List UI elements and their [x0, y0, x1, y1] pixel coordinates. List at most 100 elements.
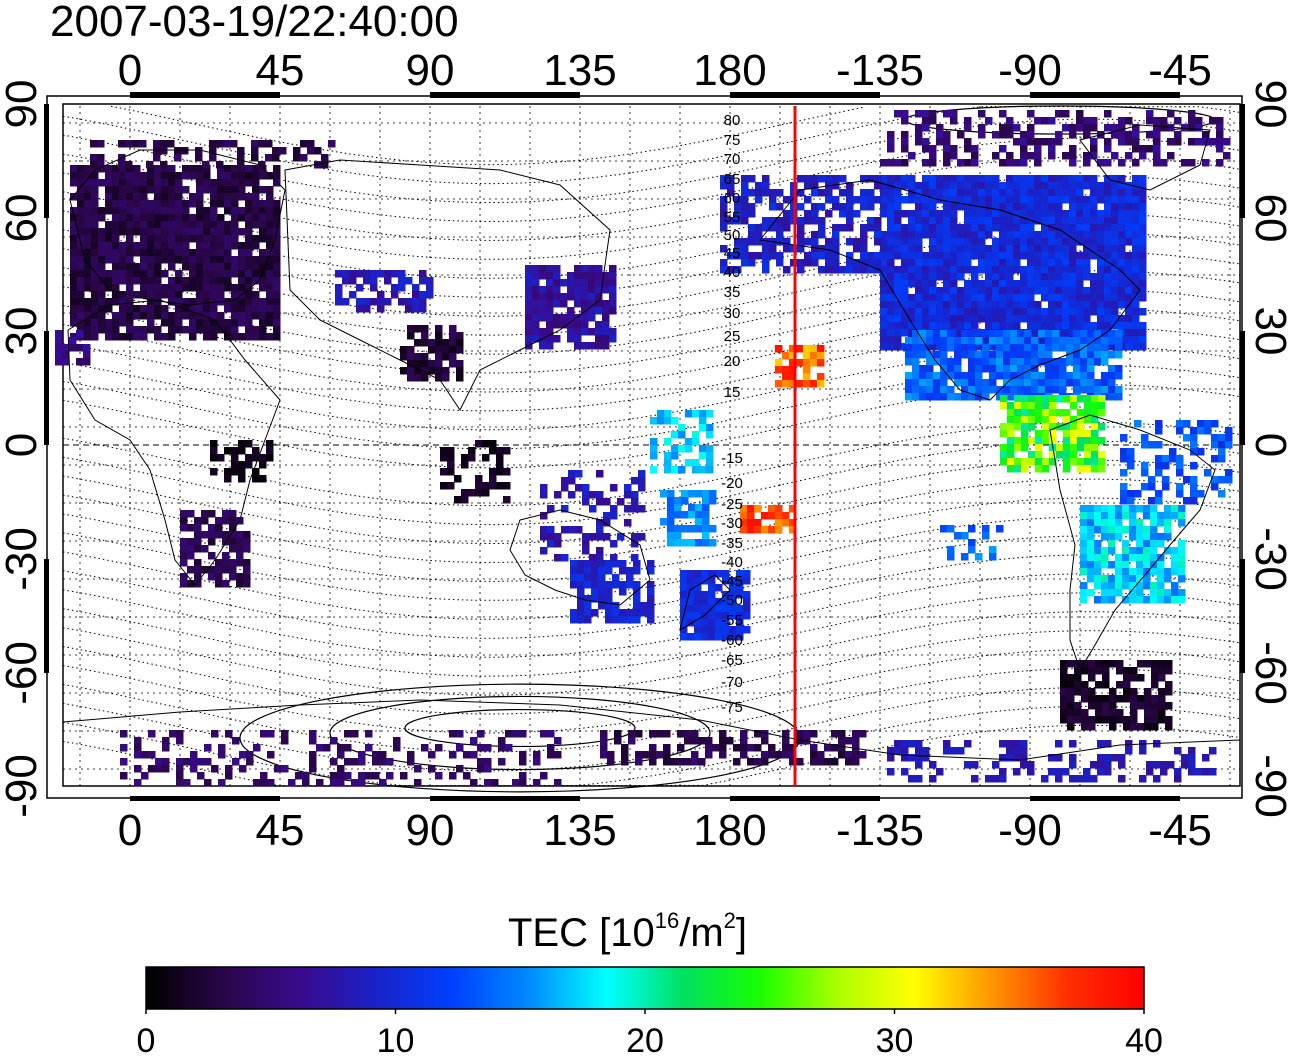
tec-pixel [1104, 210, 1112, 218]
tec-pixel [619, 616, 627, 624]
tec-pixel [224, 270, 232, 278]
tec-pixel [1020, 224, 1028, 232]
tec-pixel [1069, 175, 1077, 183]
tec-pixel [119, 172, 127, 180]
tec-pixel [635, 758, 643, 766]
tec-pixel [370, 277, 378, 285]
tec-pixel [734, 238, 742, 246]
tec-pixel [161, 256, 169, 264]
tec-pixel [1118, 217, 1126, 225]
tec-pixel [933, 386, 941, 394]
tec-pixel [231, 263, 239, 271]
tec-pixel [839, 224, 847, 232]
tec-pixel [1048, 210, 1056, 218]
tec-pixel [1091, 430, 1099, 438]
tec-pixel [1139, 259, 1147, 267]
tec-pixel [926, 365, 934, 373]
tec-pixel [684, 737, 692, 745]
tec-pixel [259, 214, 267, 222]
tec-pixel [1097, 273, 1105, 281]
tec-pixel [77, 305, 85, 313]
tec-pixel [684, 758, 692, 766]
tec-pixel [1130, 695, 1138, 703]
tec-pixel [1104, 189, 1112, 197]
tec-pixel [540, 484, 548, 492]
tec-pixel [901, 159, 909, 167]
tec-pixel [1181, 754, 1189, 762]
tec-pixel [356, 298, 364, 306]
tec-pixel [1108, 589, 1116, 597]
tec-pixel [727, 189, 735, 197]
tec-pixel [259, 207, 267, 215]
tec-pixel [119, 277, 127, 285]
tec-pixel [775, 505, 783, 513]
tec-pixel [69, 337, 77, 345]
tec-pixel [663, 744, 671, 752]
tec-pixel [1097, 231, 1105, 239]
tec-pixel [1084, 437, 1092, 445]
tec-pixel [546, 293, 554, 301]
tec-pixel [554, 533, 562, 541]
tec-pixel [761, 512, 769, 520]
contour-label: -50 [721, 592, 743, 609]
tec-pixel [1077, 423, 1085, 431]
tec-pixel [617, 533, 625, 541]
tec-pixel [112, 214, 120, 222]
tec-pixel [1211, 483, 1219, 491]
tec-pixel [1158, 667, 1166, 675]
tec-pixel [1118, 761, 1126, 769]
tec-pixel [1013, 203, 1021, 211]
tec-pixel [1020, 294, 1028, 302]
tec-pixel [810, 744, 818, 752]
tec-pixel [1076, 217, 1084, 225]
tec-pixel [154, 277, 162, 285]
tec-pixel [577, 616, 585, 624]
tec-pixel [589, 491, 597, 499]
tec-pixel [1020, 152, 1028, 160]
contour-label: 55 [724, 209, 741, 226]
tec-pixel [1076, 252, 1084, 260]
tec-pixel [936, 217, 944, 225]
tec-pixel [1118, 189, 1126, 197]
tec-pixel [901, 747, 909, 755]
tec-pixel [943, 196, 951, 204]
tec-pixel [540, 512, 548, 520]
tec-pixel [584, 595, 592, 603]
tec-pixel [1056, 409, 1064, 417]
tec-pixel [525, 328, 533, 336]
tec-pixel [238, 312, 246, 320]
tec-pixel [769, 189, 777, 197]
tec-pixel [168, 326, 176, 334]
tec-pixel [252, 447, 260, 455]
tec-pixel [602, 328, 610, 336]
tec-pixel [519, 730, 527, 738]
tec-pixel [880, 301, 888, 309]
tec-pixel [734, 266, 742, 274]
tec-pixel [189, 319, 197, 327]
tec-pixel [1129, 582, 1137, 590]
tec-pixel [1127, 497, 1135, 505]
tec-pixel [119, 186, 127, 194]
tec-pixel [112, 165, 120, 173]
tec-pixel [985, 210, 993, 218]
tec-pixel [1204, 427, 1212, 435]
tec-pixel [98, 263, 106, 271]
tec-pixel [175, 172, 183, 180]
tec-pixel [887, 210, 895, 218]
tec-pixel [231, 284, 239, 292]
coastline [67, 299, 281, 586]
tec-pixel [929, 238, 937, 246]
tec-pixel [680, 584, 688, 592]
tec-pixel [1000, 458, 1008, 466]
tec-pixel [1083, 301, 1091, 309]
tec-pixel [768, 505, 776, 513]
tec-pixel [1139, 196, 1147, 204]
tec-pixel [1202, 131, 1210, 139]
tec-pixel [985, 217, 993, 225]
tec-pixel [293, 154, 301, 162]
tec-pixel [1069, 322, 1077, 330]
tec-pixel [189, 256, 197, 264]
tec-pixel [880, 196, 888, 204]
tec-pixel [933, 337, 941, 345]
tec-pixel [598, 595, 606, 603]
